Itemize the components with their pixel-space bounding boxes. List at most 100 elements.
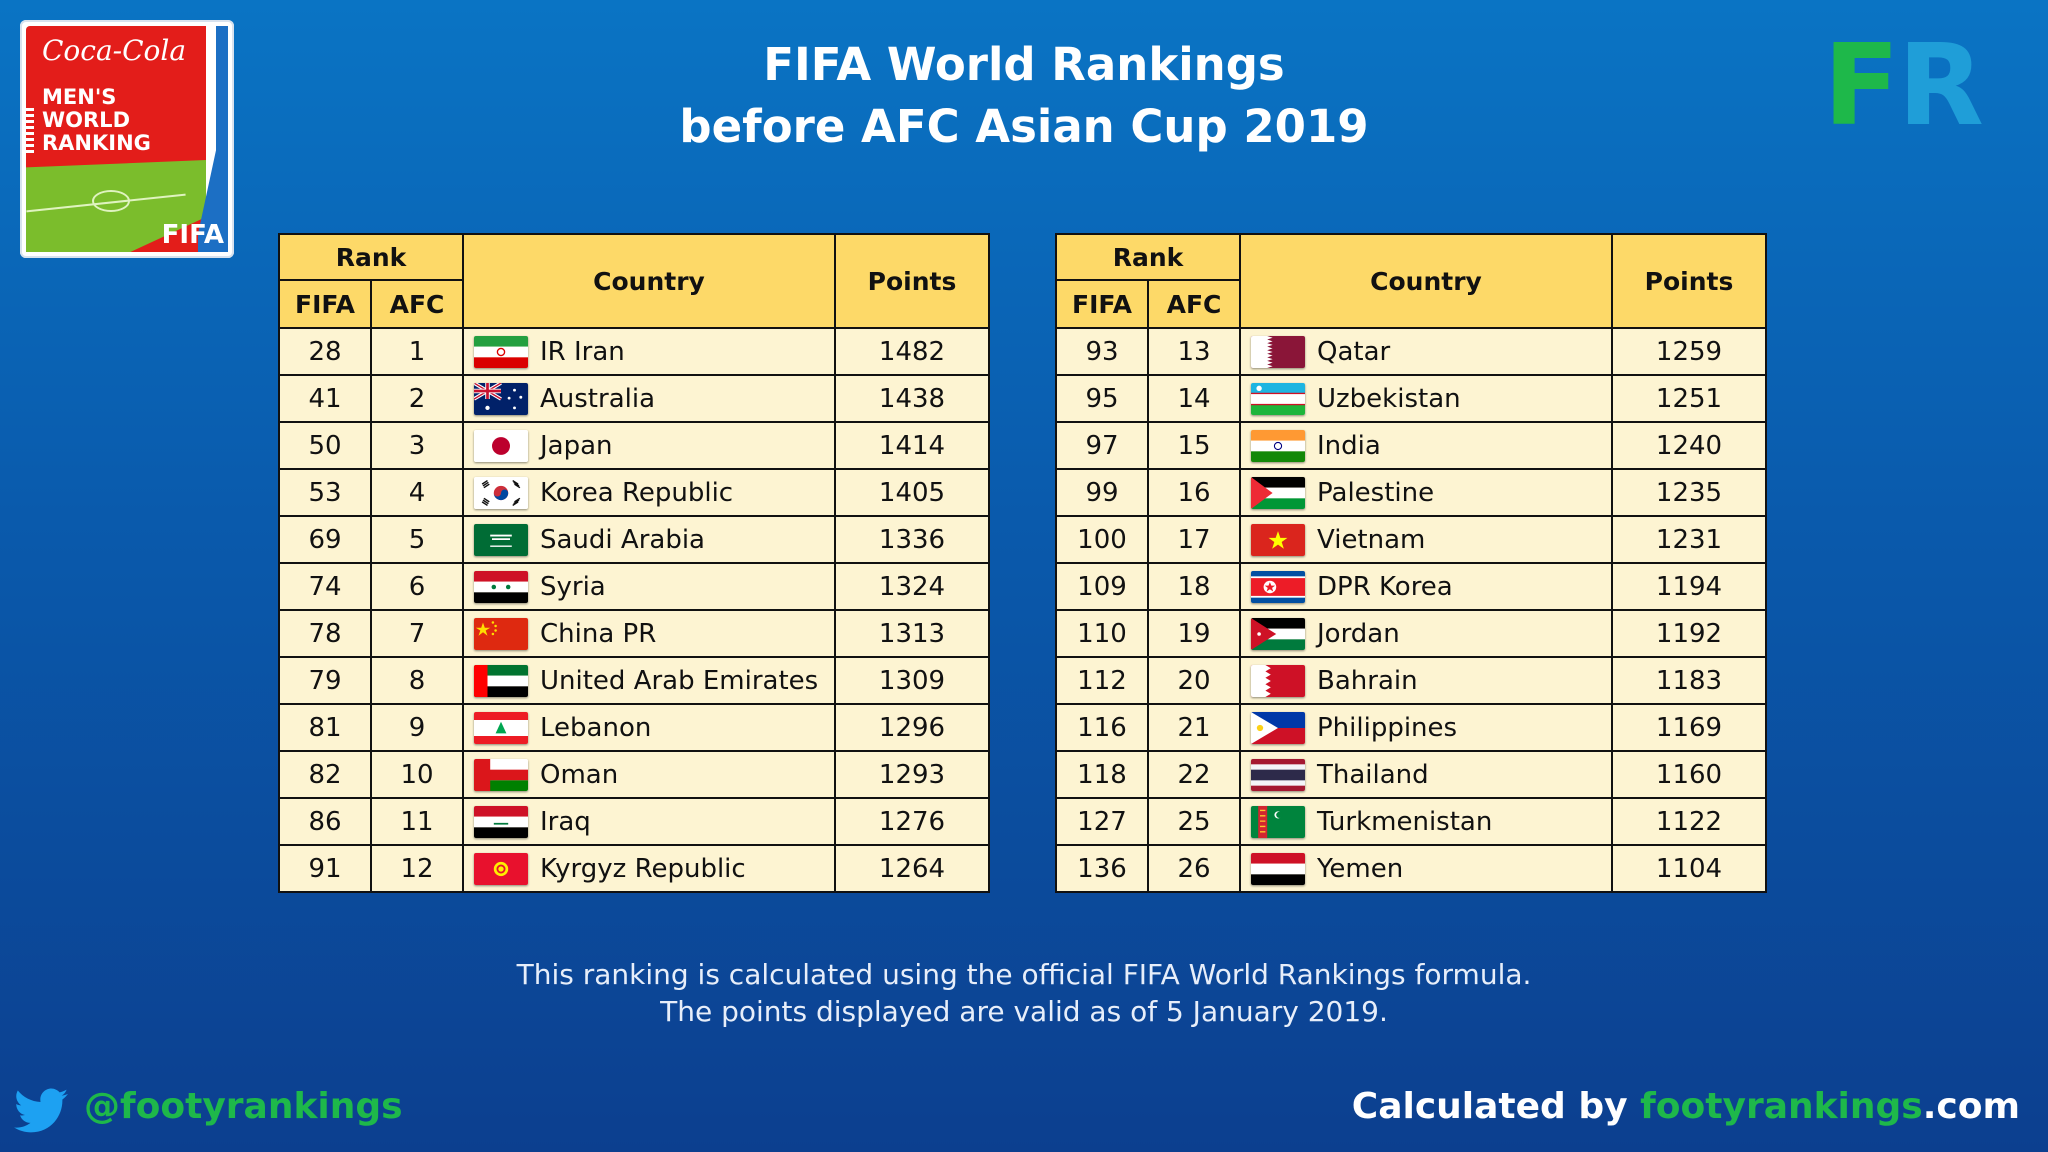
country-name: Qatar — [1317, 336, 1391, 367]
table-row: 79 8 United Arab Emirates 1309 — [278, 656, 990, 705]
table-row: 78 7 China PR 1313 — [278, 609, 990, 658]
credit-site[interactable]: footyrankings — [1640, 1086, 1923, 1127]
fifa-rank-cell: 110 — [1055, 609, 1149, 658]
afc-rank-cell: 12 — [370, 844, 464, 893]
country-name: Korea Republic — [540, 477, 734, 508]
afc-rank-cell: 5 — [370, 515, 464, 564]
fifa-rank-cell: 82 — [278, 750, 372, 799]
logo-pitch-circle — [92, 190, 130, 212]
saudi-flag-icon — [474, 523, 528, 556]
afc-rank-cell: 17 — [1147, 515, 1241, 564]
table-row: 86 11 Iraq 1276 — [278, 797, 990, 846]
logo-brand-text: Coca-Cola — [42, 34, 187, 67]
logo-caption-line: RANKING — [42, 131, 151, 155]
points-cell: 1169 — [1611, 703, 1767, 752]
afc-rank-header: AFC — [1147, 279, 1241, 329]
country-cell: Yemen — [1239, 844, 1613, 893]
fifa-rank-cell: 136 — [1055, 844, 1149, 893]
logo-caption-line: WORLD — [42, 108, 130, 132]
table-row: 50 3 Japan 1414 — [278, 421, 990, 470]
country-cell: India — [1239, 421, 1613, 470]
country-name: China PR — [540, 618, 657, 649]
afc-rank-cell: 14 — [1147, 374, 1241, 423]
fifa-rank-cell: 116 — [1055, 703, 1149, 752]
table-row: 74 6 Syria 1324 — [278, 562, 990, 611]
table-row: 28 1 IR Iran 1482 — [278, 327, 990, 376]
fifa-rank-cell: 109 — [1055, 562, 1149, 611]
fifa-rank-cell: 81 — [278, 703, 372, 752]
country-name: India — [1317, 430, 1381, 461]
country-name: Japan — [540, 430, 613, 461]
india-flag-icon — [1251, 429, 1305, 462]
country-name: Lebanon — [540, 712, 652, 743]
fifa-rank-cell: 79 — [278, 656, 372, 705]
table-row: 127 25 Turkmenistan 1122 — [1055, 797, 1767, 846]
fifa-rank-cell: 50 — [278, 421, 372, 470]
china-flag-icon — [474, 617, 528, 650]
table-row: 118 22 Thailand 1160 — [1055, 750, 1767, 799]
country-cell: Lebanon — [462, 703, 836, 752]
fifa-rank-cell: 112 — [1055, 656, 1149, 705]
country-name: Kyrgyz Republic — [540, 853, 746, 884]
twitter-handle[interactable]: @footyrankings — [84, 1086, 403, 1127]
table-row: 110 19 Jordan 1192 — [1055, 609, 1767, 658]
country-name: Iraq — [540, 806, 591, 837]
table-row: 97 15 India 1240 — [1055, 421, 1767, 470]
brand-mark-f: F — [1823, 21, 1900, 151]
country-name: Yemen — [1317, 853, 1404, 884]
table-row: 136 26 Yemen 1104 — [1055, 844, 1767, 893]
points-cell: 1293 — [834, 750, 990, 799]
calculated-by-credit: Calculated by footyrankings.com — [1352, 1086, 2020, 1127]
points-cell: 1296 — [834, 703, 990, 752]
korea-flag-icon — [474, 476, 528, 509]
points-cell: 1231 — [1611, 515, 1767, 564]
vietnam-flag-icon — [1251, 523, 1305, 556]
footnote-line-1: This ranking is calculated using the off… — [516, 958, 1532, 991]
uzbekistan-flag-icon — [1251, 382, 1305, 415]
points-cell: 1482 — [834, 327, 990, 376]
dprk-flag-icon — [1251, 570, 1305, 603]
fifa-rank-cell: 118 — [1055, 750, 1149, 799]
country-name: Vietnam — [1317, 524, 1426, 555]
credit-suffix: .com — [1922, 1086, 2020, 1127]
afc-rank-cell: 10 — [370, 750, 464, 799]
points-cell: 1438 — [834, 374, 990, 423]
country-cell: China PR — [462, 609, 836, 658]
afc-rank-cell: 15 — [1147, 421, 1241, 470]
fifa-rank-cell: 53 — [278, 468, 372, 517]
afc-rank-cell: 1 — [370, 327, 464, 376]
country-name: Uzbekistan — [1317, 383, 1461, 414]
country-name: IR Iran — [540, 336, 625, 367]
table-row: 99 16 Palestine 1235 — [1055, 468, 1767, 517]
footnote-line-2: The points displayed are valid as of 5 J… — [660, 995, 1388, 1028]
afc-rank-header: AFC — [370, 279, 464, 329]
country-name: Bahrain — [1317, 665, 1418, 696]
points-cell: 1324 — [834, 562, 990, 611]
points-cell: 1240 — [1611, 421, 1767, 470]
table-row: 53 4 Korea Republic 1405 — [278, 468, 990, 517]
table-row: 82 10 Oman 1293 — [278, 750, 990, 799]
country-cell: Australia — [462, 374, 836, 423]
thailand-flag-icon — [1251, 758, 1305, 791]
credit-prefix: Calculated by — [1351, 1086, 1641, 1127]
points-cell: 1235 — [1611, 468, 1767, 517]
country-cell: IR Iran — [462, 327, 836, 376]
japan-flag-icon — [474, 429, 528, 462]
iraq-flag-icon — [474, 805, 528, 838]
points-cell: 1414 — [834, 421, 990, 470]
country-cell: United Arab Emirates — [462, 656, 836, 705]
country-cell: Iraq — [462, 797, 836, 846]
afc-rank-cell: 8 — [370, 656, 464, 705]
rankings-table-right-body: 93 13 Qatar 1259 95 14 Uzbekistan 1251 97 15 India… — [1055, 327, 1767, 893]
country-name: Saudi Arabia — [540, 524, 705, 555]
uae-flag-icon — [474, 664, 528, 697]
country-cell: Thailand — [1239, 750, 1613, 799]
country-cell: Korea Republic — [462, 468, 836, 517]
afc-rank-cell: 3 — [370, 421, 464, 470]
fifa-rank-cell: 93 — [1055, 327, 1149, 376]
rank-header: Rank — [278, 233, 464, 281]
country-cell: Jordan — [1239, 609, 1613, 658]
table-row: 100 17 Vietnam 1231 — [1055, 515, 1767, 564]
fifa-rank-header: FIFA — [278, 279, 372, 329]
table-row: 81 9 Lebanon 1296 — [278, 703, 990, 752]
